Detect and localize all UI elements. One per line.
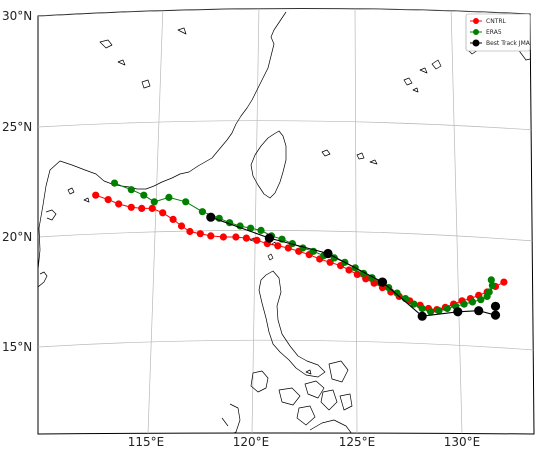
lat-label-25n: 25°N <box>2 120 32 134</box>
track-point-best-track-jma <box>323 248 333 259</box>
track-point-era5 <box>468 298 477 306</box>
track-point-era5 <box>460 300 468 308</box>
graticule-parallels <box>38 8 534 351</box>
track-point-era5 <box>110 179 119 187</box>
legend-item-cntrl: CNTRL <box>470 18 507 25</box>
zhoushan-islands <box>99 27 187 89</box>
track-point-cntrl <box>177 222 186 230</box>
lat-label-20n: 20°N <box>2 230 32 244</box>
track-point-best-track-jma <box>417 311 427 321</box>
legend-item-era5: ERA5 <box>470 29 502 36</box>
longitude-labels: 115°E 120°E 125°E 130°E <box>128 435 481 449</box>
track-point-era5 <box>401 295 410 303</box>
lon-label-115e: 115°E <box>128 435 165 449</box>
track-point-cntrl <box>92 191 100 199</box>
track-point-cntrl <box>219 233 227 241</box>
leizhou-peninsula <box>45 209 57 221</box>
luzon-island <box>258 270 326 378</box>
hainan-island <box>38 271 48 288</box>
track-point-era5 <box>485 288 493 296</box>
legend-box <box>465 13 531 52</box>
lon-label-130e: 130°E <box>444 435 481 449</box>
track-point-era5 <box>140 191 148 199</box>
track-point-era5 <box>427 308 435 316</box>
legend-label-best-track: Best Track JMA <box>486 40 531 47</box>
mainland-coast <box>38 11 287 271</box>
visayas-islands <box>278 360 353 426</box>
track-point-era5 <box>150 198 158 206</box>
track-point-cntrl <box>127 203 135 211</box>
scs-small-islands <box>67 187 312 375</box>
track-point-era5 <box>410 300 418 308</box>
track-point-era5 <box>247 224 255 232</box>
lon-label-125e: 125°E <box>339 435 376 449</box>
track-point-era5 <box>257 226 265 234</box>
legend-label-era5: ERA5 <box>486 29 502 36</box>
track-point-best-track-jma <box>453 307 463 317</box>
track-point-best-track-jma <box>490 301 501 311</box>
track-point-best-track-jma <box>474 306 484 316</box>
track-point-era5 <box>443 304 451 313</box>
ryukyu-islands <box>321 59 442 165</box>
track-point-cntrl <box>274 242 282 250</box>
track-point-cntrl <box>186 227 194 236</box>
lon-label-120e: 120°E <box>233 435 270 449</box>
track-point-era5 <box>198 208 206 216</box>
track-point-best-track-jma <box>490 310 501 320</box>
track-point-era5 <box>435 307 443 315</box>
legend-item-best-track: Best Track JMA <box>470 39 531 47</box>
track-point-cntrl <box>500 278 508 286</box>
taiwan-island <box>250 130 287 199</box>
track-point-cntrl <box>253 236 261 244</box>
track-point-cntrl <box>345 266 353 274</box>
track-point-era5 <box>127 186 135 194</box>
track-point-cntrl <box>148 204 156 212</box>
graticule-meridians <box>147 8 463 434</box>
tracks-layer <box>92 179 508 321</box>
track-point-cntrl <box>370 279 378 287</box>
lat-label-30n: 30°N <box>2 9 32 23</box>
track-point-cntrl <box>115 200 123 208</box>
track-point-cntrl <box>169 215 177 223</box>
track-point-cntrl <box>104 196 112 204</box>
palawan-island <box>221 403 241 434</box>
mindoro-island <box>250 370 269 393</box>
track-point-cntrl <box>353 270 361 278</box>
track-point-cntrl <box>138 204 146 212</box>
track-point-cntrl <box>232 233 240 241</box>
track-point-era5 <box>165 193 173 201</box>
latitude-labels: 30°N 25°N 20°N 15°N <box>2 9 32 354</box>
track-point-cntrl <box>196 230 204 238</box>
track-point-best-track-jma <box>264 233 274 243</box>
legend-label-cntrl: CNTRL <box>486 18 507 25</box>
track-point-era5 <box>488 281 496 289</box>
track-point-best-track-jma <box>206 212 216 222</box>
track-point-cntrl <box>207 232 215 240</box>
track-point-era5 <box>393 289 401 297</box>
map-frame <box>37 7 535 435</box>
lat-label-15n: 15°N <box>2 340 32 354</box>
track-point-cntrl <box>242 234 250 242</box>
track-point-best-track-jma <box>377 277 388 287</box>
legend: CNTRL ERA5 Best Track JMA <box>465 13 531 52</box>
track-point-era5 <box>418 304 426 313</box>
track-point-cntrl <box>362 275 370 283</box>
track-point-era5 <box>182 198 190 206</box>
track-point-cntrl <box>159 209 167 217</box>
track-point-era5 <box>477 296 485 304</box>
track-point-era5 <box>487 276 495 284</box>
mindanao-island <box>309 419 353 434</box>
